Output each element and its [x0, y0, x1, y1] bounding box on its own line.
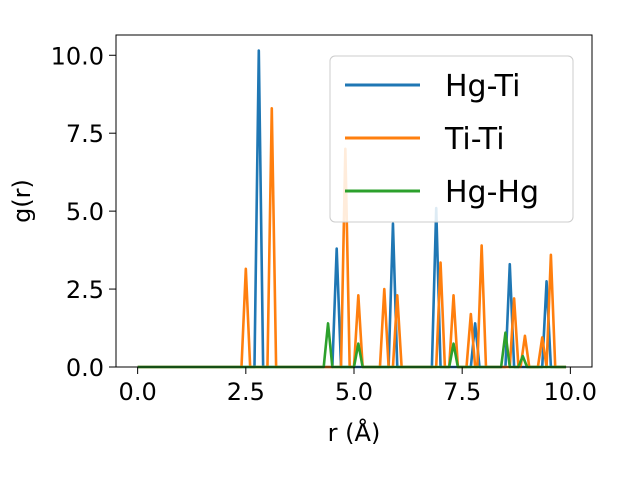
- legend-label-hg-hg: Hg-Hg: [445, 175, 539, 210]
- x-axis-label: r (Å): [328, 418, 381, 447]
- x-tick-label: 7.5: [443, 378, 481, 406]
- legend-label-hg-ti: Hg-Ti: [445, 69, 520, 104]
- y-tick-label: 2.5: [66, 276, 104, 304]
- series-line-hg-hg: [137, 322, 567, 369]
- ticks-layer: 0.0 2.5 5.0 7.5 10.0 0.0 2.5 5.0 7.5 10.0: [51, 42, 598, 406]
- x-tick-label: 2.5: [227, 378, 265, 406]
- x-tick-label: 10.0: [544, 378, 597, 406]
- legend: Hg-Ti Ti-Ti Hg-Hg: [329, 55, 574, 223]
- y-tick-label: 10.0: [51, 42, 104, 70]
- y-axis-label: g(r): [8, 179, 36, 223]
- y-tick-label: 5.0: [66, 198, 104, 226]
- legend-box: [329, 55, 574, 223]
- x-tick-label: 5.0: [335, 378, 373, 406]
- y-tick-label: 0.0: [66, 354, 104, 382]
- legend-label-ti-ti: Ti-Ti: [444, 122, 505, 157]
- y-tick-label: 7.5: [66, 120, 104, 148]
- x-tick-label: 0.0: [119, 378, 157, 406]
